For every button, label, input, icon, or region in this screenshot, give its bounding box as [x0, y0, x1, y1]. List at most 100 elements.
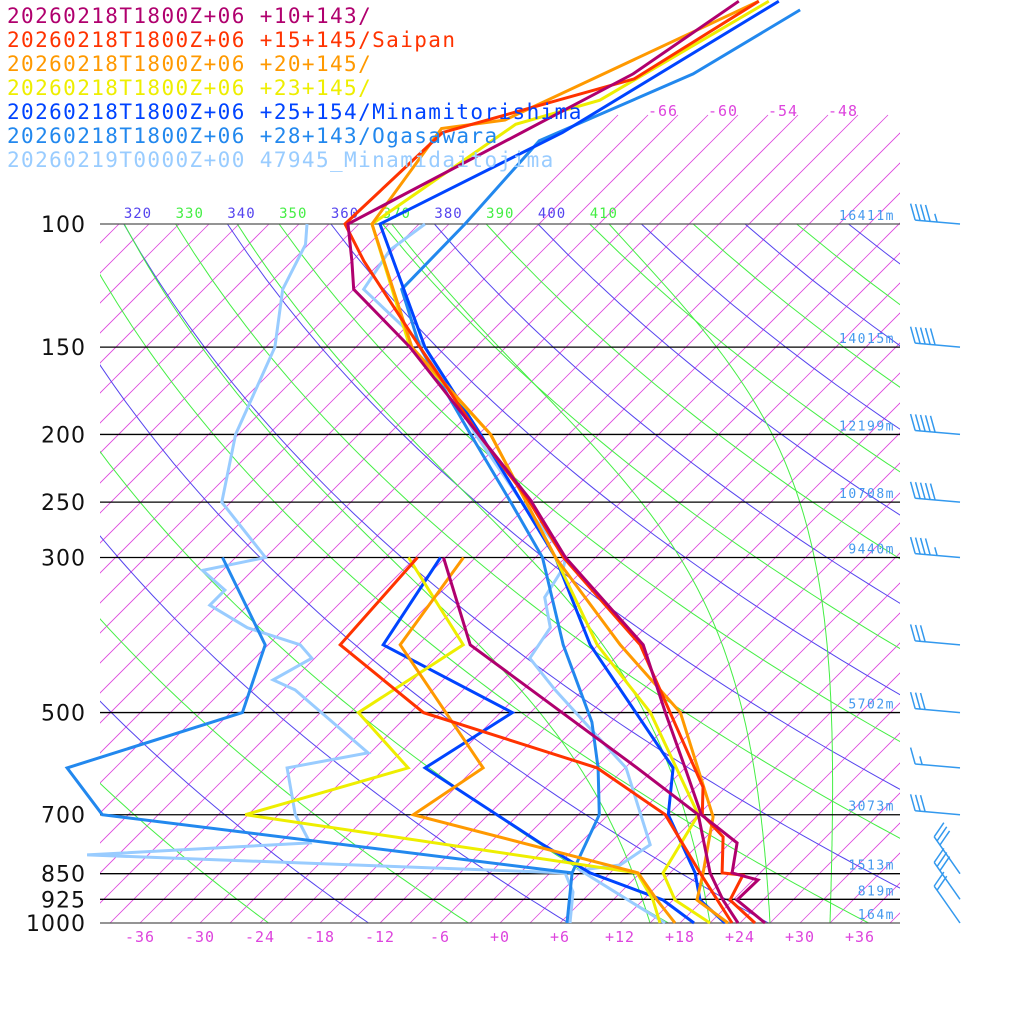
height-label: 16411m — [839, 209, 895, 224]
isotherm-line — [950, 115, 1024, 923]
series-dewpoint-line — [398, 556, 677, 924]
isotherm-line — [100, 223, 450, 574]
adiabat-label: 340 — [227, 206, 255, 222]
height-label: 12199m — [839, 419, 895, 434]
dry-adiabat-line — [175, 223, 900, 839]
axis-labels: 100 16411m 150 14015m 200 12199m 250 10708m 300 9… — [26, 102, 895, 946]
isotherm-line — [100, 223, 330, 454]
isotherm-line — [439, 462, 900, 924]
dry-adiabats — [100, 223, 1024, 924]
adiabat-label: 330 — [176, 206, 204, 222]
wind-barb — [933, 822, 961, 875]
series-dewpoint-line — [87, 223, 575, 924]
temperature-tick-label: -24 — [245, 928, 275, 946]
temperature-tick-label: +12 — [605, 928, 635, 946]
adiabat-label: 350 — [279, 206, 307, 222]
temperature-tick-label: -18 — [305, 928, 335, 946]
isotherm-line — [709, 732, 900, 924]
isotherm-line — [100, 114, 619, 634]
wind-barb — [933, 847, 961, 900]
isotherm-line — [109, 132, 900, 924]
temperature-tick-label: +30 — [785, 928, 815, 946]
isotherm-line — [100, 223, 390, 514]
series-temperature-line — [400, 8, 801, 924]
isotherm-line — [100, 114, 889, 904]
adiabat-label: 400 — [538, 206, 566, 222]
isotherm-line — [259, 282, 900, 924]
isotherm-line — [739, 762, 900, 924]
wind-barb — [909, 794, 961, 816]
isotherm-label: -48 — [828, 102, 858, 120]
isotherm-line — [319, 342, 900, 924]
isotherm-line — [920, 115, 1024, 923]
series-dewpoint-line — [442, 557, 740, 924]
dry-adiabat-line — [589, 223, 900, 473]
isotherm-label: -66 — [648, 102, 678, 120]
temperature-tick-label: +6 — [550, 928, 570, 946]
isotherm-line — [469, 492, 900, 924]
isotherm-line — [409, 432, 900, 924]
legend-entry: 20260218T1800Z+06 +25+154/Minamitorishim… — [7, 100, 583, 124]
isotherm-line — [769, 792, 900, 924]
adiabat-label: 410 — [590, 206, 618, 222]
wind-barbs — [909, 203, 961, 924]
isotherm-line — [499, 522, 900, 924]
temperature-tick-label: -30 — [185, 928, 215, 946]
pressure-label: 250 — [41, 491, 86, 516]
temperature-tick-label: +24 — [725, 928, 755, 946]
adiabat-labels: 310 320 330 340 350 360 370 380 390 400 410 — [124, 206, 618, 222]
moist-adiabat-line — [123, 223, 651, 924]
adiabat-label: 380 — [434, 206, 462, 222]
isotherm-line — [559, 582, 900, 924]
legend: 20260218T1800Z+06 +10+143/20260218T1800Z… — [7, 4, 583, 172]
isotherm-line — [100, 114, 769, 784]
isotherm-label: -54 — [768, 102, 798, 120]
isotherm-line — [100, 114, 799, 814]
temperature-tick-label: -6 — [430, 928, 450, 946]
pressure-label: 150 — [41, 336, 86, 361]
dry-adiabat-line — [692, 223, 900, 388]
height-label: 819m — [858, 884, 895, 899]
wind-barb — [909, 624, 961, 646]
isotherm-line — [169, 192, 900, 924]
isotherm-line — [100, 223, 210, 334]
series-temperature-line — [346, 0, 766, 925]
isotherm-label: -60 — [708, 102, 738, 120]
wind-barb — [933, 871, 961, 924]
legend-entry: 20260218T1800Z+06 +23+145/ — [7, 76, 372, 100]
pressure-label: 300 — [41, 547, 86, 572]
legend-entry: 20260219T0000Z+00 47945_Minamidaitojima — [7, 148, 555, 172]
wind-barb — [909, 203, 961, 225]
height-label: 1513m — [848, 859, 895, 874]
wind-barb — [909, 747, 961, 769]
legend-entry: 20260218T1800Z+06 +20+145/ — [7, 52, 372, 76]
isotherm-line — [100, 114, 859, 874]
isotherm-line — [100, 114, 649, 664]
isotherm-line — [139, 162, 900, 924]
pressure-levels — [100, 223, 900, 924]
isotherm-line — [100, 114, 709, 724]
isotherm-line — [100, 223, 270, 394]
isotherm-line — [649, 672, 900, 924]
pressure-label: 500 — [41, 702, 86, 727]
adiabat-label: 390 — [486, 206, 514, 222]
height-label: 5702m — [848, 698, 895, 713]
wind-barb — [909, 536, 961, 559]
pressure-label: 850 — [41, 863, 86, 888]
dry-adiabat-line — [952, 224, 1024, 923]
wind-barb — [909, 481, 961, 503]
series-temperature-line — [343, 0, 760, 925]
height-label: 14015m — [839, 332, 895, 347]
isotherm-line — [289, 312, 900, 924]
adiabat-label: 320 — [124, 206, 152, 222]
height-label: 9440m — [848, 543, 895, 558]
wind-barb — [909, 326, 961, 348]
dry-adiabat-line — [899, 224, 900, 225]
temperature-tick-label: -36 — [125, 928, 155, 946]
temperature-tick-label: +18 — [665, 928, 695, 946]
series-dewpoint-line — [244, 556, 662, 924]
dry-adiabat-line — [796, 223, 900, 306]
isotherm-line — [349, 372, 900, 924]
